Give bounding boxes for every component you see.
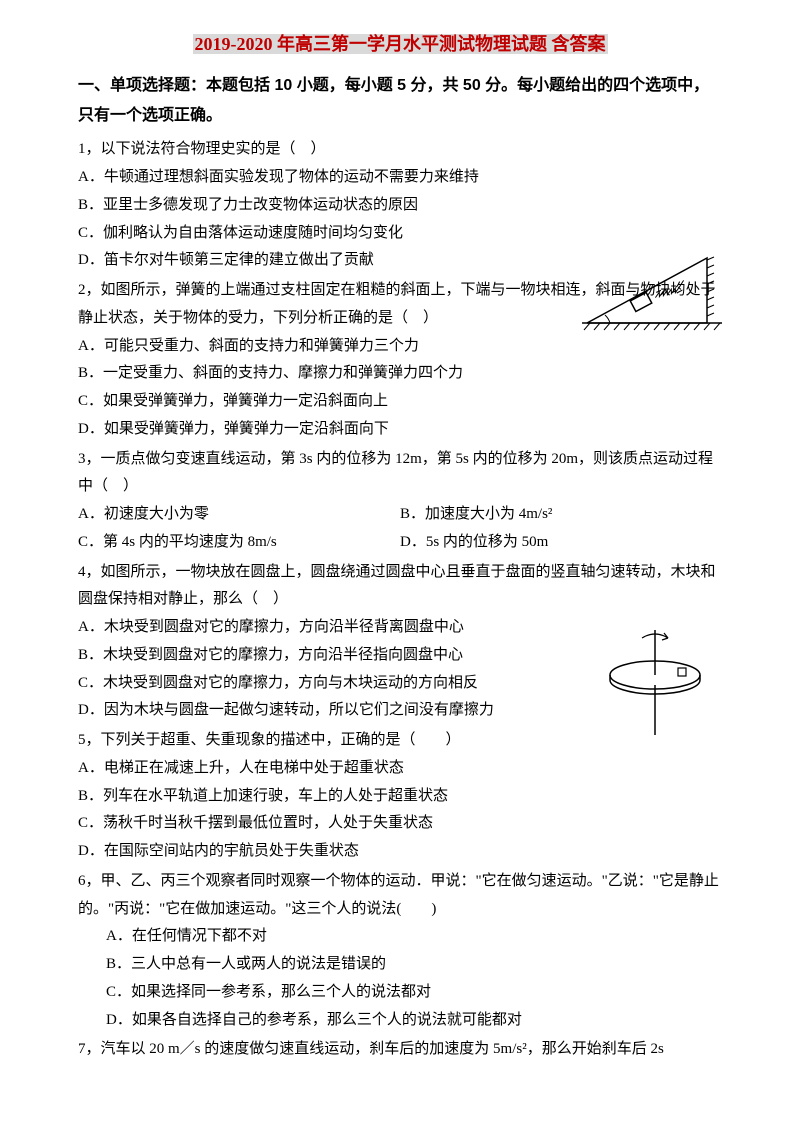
q3-opt-b: B．加速度大小为 4m/s² xyxy=(400,501,722,529)
q7-stem: 7，汽车以 20 m／s 的速度做匀速直线运动，刹车后的加速度为 5m/s²，那… xyxy=(78,1036,722,1064)
q3-opt-d: D．5s 内的位移为 50m xyxy=(400,529,722,557)
q1-opt-b: B．亚里士多德发现了力士改变物体运动状态的原因 xyxy=(78,192,722,220)
q6-stem: 6，甲、乙、丙三个观察者同时观察一个物体的运动．甲说："它在做匀速运动。"乙说：… xyxy=(78,868,722,924)
q5-opt-c: C．荡秋千时当秋千摆到最低位置时，人处于失重状态 xyxy=(78,810,722,838)
q5-opt-a: A．电梯正在减速上升，人在电梯中处于超重状态 xyxy=(78,755,722,783)
q5-opt-d: D．在国际空间站内的宇航员处于失重状态 xyxy=(78,838,722,866)
question-7: 7，汽车以 20 m／s 的速度做匀速直线运动，刹车后的加速度为 5m/s²，那… xyxy=(78,1036,722,1064)
question-3: 3，一质点做匀变速直线运动，第 3s 内的位移为 12m，第 5s 内的位移为 … xyxy=(78,446,722,557)
section-header: 一、单项选择题：本题包括 10 小题，每小题 5 分，共 50 分。每小题给出的… xyxy=(78,71,722,130)
q2-opt-c: C．如果受弹簧弹力，弹簧弹力一定沿斜面向上 xyxy=(78,388,722,416)
question-6: 6，甲、乙、丙三个观察者同时观察一个物体的运动．甲说："它在做匀速运动。"乙说：… xyxy=(78,868,722,1035)
q6-opt-c: C．如果选择同一参考系，那么三个人的说法都对 xyxy=(106,979,722,1007)
q6-opt-b: B．三人中总有一人或两人的说法是错误的 xyxy=(106,951,722,979)
q1-stem: 1，以下说法符合物理史实的是（ ） xyxy=(78,136,722,164)
q2-opt-d: D．如果受弹簧弹力，弹簧弹力一定沿斜面向下 xyxy=(78,416,722,444)
incline-diagram-icon xyxy=(582,248,722,338)
disk-diagram-icon xyxy=(600,620,710,740)
title-text: 2019-2020 年高三第一学月水平测试物理试题 含答案 xyxy=(193,34,608,54)
q3-stem: 3，一质点做匀变速直线运动，第 3s 内的位移为 12m，第 5s 内的位移为 … xyxy=(78,446,722,502)
q5-opt-b: B．列车在水平轨道上加速行驶，车上的人处于超重状态 xyxy=(78,783,722,811)
q4-stem: 4，如图所示，一物块放在圆盘上，圆盘绕通过圆盘中心且垂直于盘面的竖直轴匀速转动，… xyxy=(78,559,722,615)
question-5: 5，下列关于超重、失重现象的描述中，正确的是（ ） A．电梯正在减速上升，人在电… xyxy=(78,727,722,866)
q1-opt-c: C．伽利略认为自由落体运动速度随时间均匀变化 xyxy=(78,220,722,248)
q6-opt-a: A．在任何情况下都不对 xyxy=(106,923,722,951)
page-title: 2019-2020 年高三第一学月水平测试物理试题 含答案 xyxy=(78,28,722,61)
q2-opt-b: B．一定受重力、斜面的支持力、摩擦力和弹簧弹力四个力 xyxy=(78,360,722,388)
q6-opt-d: D．如果各自选择自己的参考系，那么三个人的说法就可能都对 xyxy=(106,1007,722,1035)
q1-opt-a: A．牛顿通过理想斜面实验发现了物体的运动不需要力来维持 xyxy=(78,164,722,192)
q3-opt-c: C．第 4s 内的平均速度为 8m/s xyxy=(78,529,400,557)
q3-opt-a: A．初速度大小为零 xyxy=(78,501,400,529)
